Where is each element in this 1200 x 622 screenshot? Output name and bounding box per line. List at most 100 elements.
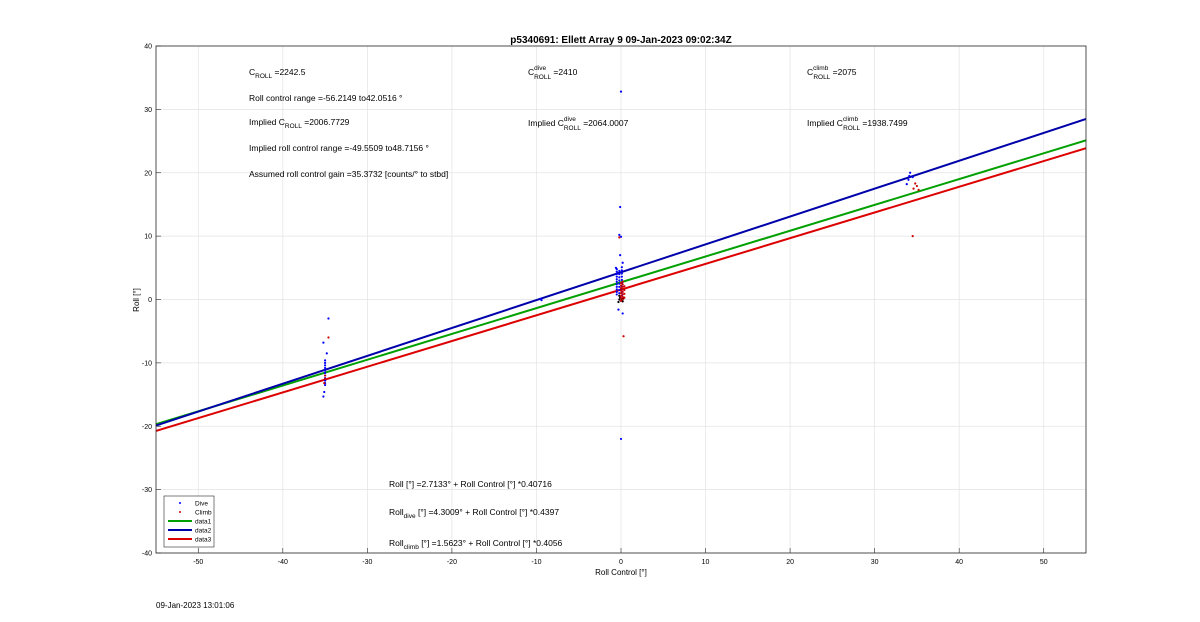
climb-point — [619, 294, 623, 297]
axes-frame — [155, 45, 1087, 554]
dive-point — [615, 280, 618, 283]
x-axis-label: Roll Control [°] — [595, 568, 647, 577]
dive-point — [615, 288, 618, 291]
climb-point — [619, 292, 623, 295]
dive-point — [615, 285, 618, 288]
annotation-implied-c-dive: Implied Cdive ROLL =2064.0007 — [528, 116, 629, 132]
x-tick-label: -10 — [531, 559, 541, 566]
annotation-c-dive: Cdive ROLL =2410 — [528, 65, 578, 81]
y-axis-label: Roll [°] — [132, 288, 141, 312]
x-tick-label: -20 — [447, 559, 457, 566]
annotation-implied-c-climb: Implied Cclimb ROLL =1938.7499 — [807, 116, 908, 132]
dive-point — [615, 278, 618, 281]
dive-point — [619, 205, 622, 209]
x-tick-label: 20 — [786, 559, 794, 566]
y-tick-label: 30 — [144, 107, 152, 114]
dive-point — [615, 270, 618, 273]
dive-point — [618, 269, 621, 273]
legend-label-dive: Dive — [195, 501, 208, 508]
climb-point — [327, 336, 330, 339]
x-tick-label: 50 — [1040, 559, 1048, 566]
dive-point — [618, 279, 621, 282]
plot-area — [156, 90, 1086, 441]
fit-line-data2 — [156, 118, 1086, 427]
annotation-c-climb: Cclimb ROLL =2075 — [807, 65, 857, 81]
y-tick-label: -40 — [142, 551, 152, 558]
climb-point — [621, 283, 624, 286]
x-tick-label: -40 — [278, 559, 288, 566]
black-point — [617, 300, 620, 304]
climb-point — [619, 284, 623, 287]
climb-point — [621, 288, 624, 291]
black-point — [621, 300, 624, 303]
climb-point — [623, 292, 626, 295]
dive-point — [327, 317, 330, 320]
y-tick-label: 40 — [144, 44, 152, 51]
data-points — [322, 90, 920, 441]
annotations: CROLL =2242.5 Roll control range =-56.21… — [249, 65, 908, 551]
climb-point — [914, 182, 917, 185]
climb-point — [619, 286, 623, 290]
y-tick-label: -10 — [142, 360, 152, 367]
dive-point — [615, 293, 618, 296]
dive-point — [618, 292, 621, 295]
dive-point — [618, 273, 621, 276]
dive-point — [323, 371, 327, 375]
dive-point — [618, 288, 621, 292]
x-tick-label: 0 — [619, 559, 623, 566]
dive-point — [907, 178, 910, 181]
climb-point — [621, 295, 624, 299]
dive-point — [540, 299, 543, 302]
black-point — [618, 298, 621, 301]
dive-point — [620, 275, 623, 278]
climb-point — [622, 335, 625, 338]
climb-point — [323, 382, 326, 385]
dive-point — [620, 266, 623, 269]
x-tick-label: -50 — [193, 559, 203, 566]
dive-point — [323, 366, 327, 370]
black-point — [618, 294, 621, 297]
legend-label-climb: Climb — [195, 510, 212, 517]
dive-point — [615, 290, 618, 293]
legend-label-data1: data1 — [195, 519, 212, 526]
climb-point — [621, 285, 624, 288]
climb-point — [621, 280, 624, 283]
climb-point — [917, 188, 920, 191]
x-tick-label: 40 — [955, 559, 963, 566]
climb-point — [619, 299, 623, 302]
annotation-c-roll: CROLL =2242.5 — [249, 67, 306, 80]
dive-point — [323, 364, 327, 367]
climb-point — [915, 184, 919, 188]
dive-point — [615, 273, 618, 276]
dive-point — [908, 174, 911, 178]
dive-point — [615, 275, 618, 278]
dive-point — [323, 379, 327, 382]
climb-point — [621, 293, 624, 296]
climb-point — [619, 297, 623, 300]
legend-label-data2: data2 — [195, 528, 212, 535]
y-tick-label: 20 — [144, 170, 152, 177]
dive-point — [325, 352, 328, 355]
legend-label-data3: data3 — [195, 537, 212, 544]
dive-point — [909, 171, 912, 174]
y-tick-label: -30 — [142, 487, 152, 494]
climb-point — [323, 377, 327, 380]
climb-point — [323, 374, 327, 377]
y-tick-label: 0 — [148, 297, 152, 304]
dive-point — [323, 361, 327, 364]
dive-point — [618, 285, 621, 288]
dive-point — [615, 283, 618, 286]
chart-title: p5340691: Ellett Array 9 09-Jan-2023 09:… — [510, 35, 731, 46]
x-tick-label: -30 — [362, 559, 372, 566]
climb-point — [618, 236, 621, 239]
dive-point — [322, 341, 325, 344]
legend-marker-dive — [179, 502, 181, 504]
equation-climb: Rollclimb [°] =1.5623° + Roll Control [°… — [389, 538, 563, 551]
y-tick-label: 10 — [144, 234, 152, 241]
climb-point — [619, 281, 623, 285]
dive-point — [619, 437, 623, 441]
climb-point — [621, 290, 624, 293]
dive-point — [619, 254, 622, 257]
tick-labels: -50 -40 -30 -20 -10 0 10 20 30 40 50 -40 -30 -20 -10 0 1… — [142, 44, 1048, 567]
